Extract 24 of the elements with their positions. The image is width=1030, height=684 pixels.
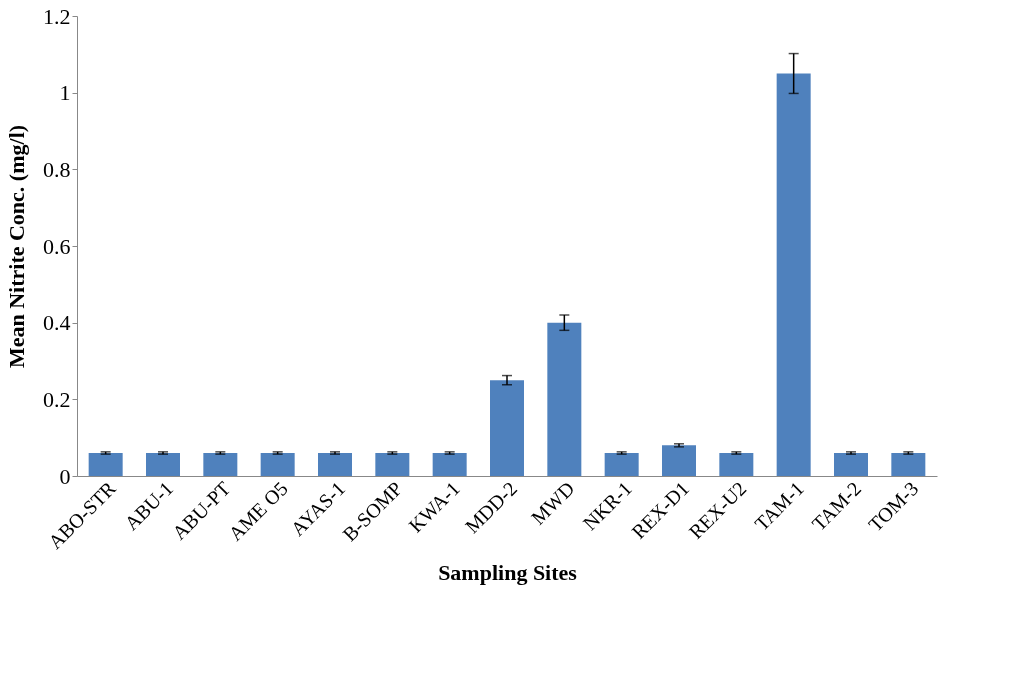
bar xyxy=(719,453,754,476)
bar xyxy=(432,453,467,476)
x-axis-title: Sampling Sites xyxy=(438,560,578,586)
bar xyxy=(891,453,926,476)
y-axis-title: Mean Nitrite Conc. (mg/l) xyxy=(4,124,29,369)
bar xyxy=(776,73,811,476)
bar xyxy=(203,453,238,476)
bar xyxy=(260,453,295,476)
bar xyxy=(146,453,180,476)
y-tick-label: 0.4 xyxy=(43,310,71,336)
y-tick-label: 0.8 xyxy=(43,156,71,182)
bar xyxy=(547,322,582,476)
y-tick-label: 1.2 xyxy=(43,3,71,29)
y-tick-label: 1 xyxy=(59,80,71,106)
y-tick-label: 0.2 xyxy=(43,386,71,412)
y-tick-label: 0 xyxy=(59,463,71,489)
bar xyxy=(88,453,123,476)
bar xyxy=(318,453,352,476)
bar xyxy=(662,445,696,476)
bar xyxy=(834,453,868,476)
bar xyxy=(490,380,524,476)
bar xyxy=(604,453,639,476)
y-tick-label: 0.6 xyxy=(43,233,71,259)
bar xyxy=(375,453,410,476)
